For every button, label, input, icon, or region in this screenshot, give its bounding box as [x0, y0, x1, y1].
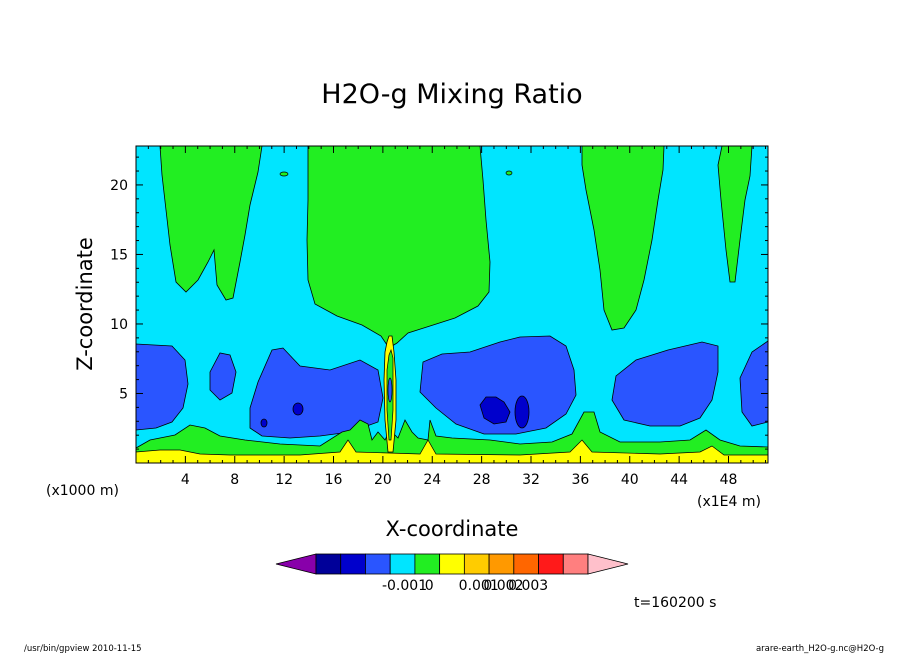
contour-green-upper — [306, 146, 491, 349]
colorbar-cell — [488, 553, 515, 575]
contour-dark-spot — [479, 396, 511, 425]
colorbar-cell — [439, 553, 465, 575]
y-tick-label: 10 — [110, 317, 128, 333]
colorbar-cell — [340, 553, 366, 575]
x-tick-label: 20 — [374, 472, 392, 488]
contour-green-upper — [717, 146, 753, 283]
colorbar-cell — [315, 553, 342, 575]
colorbar-arrow-low — [275, 553, 317, 575]
x-tick-label: 40 — [621, 472, 639, 488]
contour-green-upper — [581, 146, 665, 331]
contour-green-small — [279, 171, 289, 177]
x-tick-label: 44 — [670, 472, 688, 488]
colorbar-label: -0.001 — [382, 578, 427, 594]
colorbar-label: 0.001 — [459, 578, 499, 594]
x-axis-label: X-coordinate — [386, 517, 519, 541]
z-unit-label: (x1000 m) — [46, 483, 119, 499]
colorbar-cell — [389, 553, 416, 575]
y-tick-label: 20 — [110, 178, 128, 194]
colorbar-label: 0 — [425, 578, 434, 594]
contour-dark-spot — [514, 395, 530, 429]
contour-green-lower — [136, 411, 768, 463]
contour-plume-core — [387, 377, 393, 403]
x-axis: 4 8 12 16 20 24 28 32 36 40 44 48 — [147, 146, 767, 488]
plot-area — [136, 146, 768, 463]
contour-green-upper — [159, 146, 263, 301]
contour-blue-band — [249, 347, 384, 439]
colorbar-label: 0.002 — [483, 578, 523, 594]
contour-blue-band — [136, 343, 189, 431]
colorbar-cell — [538, 553, 564, 575]
colorbar-cell — [365, 553, 391, 575]
colorbar-cell — [562, 553, 589, 575]
footer-right: arare-earth_H2O-g.nc@H2O-g — [756, 644, 884, 654]
colorbar — [275, 553, 629, 575]
x-tick-label: 8 — [230, 472, 239, 488]
x-tick-label: 48 — [720, 472, 738, 488]
x-unit-label: (x1E4 m) — [697, 494, 761, 510]
plot-frame — [135, 145, 769, 464]
y-axis: 5 10 15 20 — [110, 156, 768, 450]
contour-blue-band — [611, 341, 719, 427]
colorbar-arrow-high — [587, 553, 629, 575]
colorbar-cell — [414, 553, 441, 575]
contour-green-small — [505, 170, 513, 176]
x-tick-label: 4 — [181, 472, 190, 488]
y-tick-label: 15 — [110, 247, 128, 263]
x-tick-label: 28 — [473, 472, 491, 488]
footer-left: /usr/bin/gpview 2010-11-15 — [24, 644, 142, 654]
contour-dark-spot — [260, 418, 268, 428]
contour-blue-band — [209, 352, 237, 401]
x-tick-label: 24 — [423, 472, 441, 488]
y-axis-label: Z-coordinate — [73, 237, 97, 371]
contour-dark-spot — [292, 402, 304, 416]
contour-blue-band — [419, 335, 577, 435]
colorbar-label: 0.003 — [508, 578, 548, 594]
x-tick-label: 32 — [522, 472, 540, 488]
time-label: t=160200 s — [634, 595, 716, 611]
x-tick-label: 36 — [571, 472, 589, 488]
colorbar-cell — [463, 553, 490, 575]
x-tick-label: 12 — [275, 472, 293, 488]
y-tick-label: 5 — [119, 386, 128, 402]
colorbar-cell — [513, 553, 539, 575]
chart-title: H2O-g Mixing Ratio — [321, 79, 582, 110]
contour-blue-band — [739, 340, 768, 427]
x-tick-label: 16 — [325, 472, 343, 488]
contour-yellow-lower — [136, 439, 768, 463]
